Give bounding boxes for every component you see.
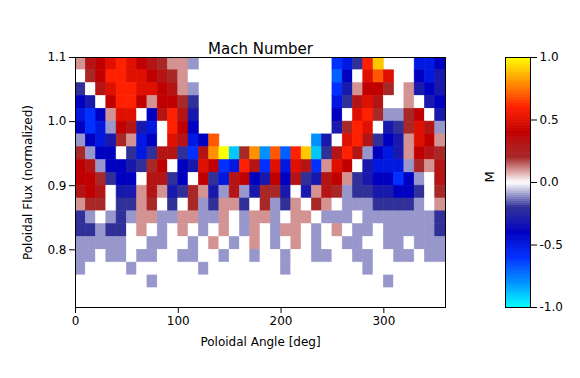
svg-text:-1.0: -1.0 [540,300,563,314]
svg-text:Mach Number: Mach Number [208,40,314,58]
svg-text:-0.5: -0.5 [540,238,563,252]
svg-text:100: 100 [167,314,190,328]
svg-text:1.0: 1.0 [540,50,559,64]
svg-text:0.5: 0.5 [540,113,559,127]
svg-text:200: 200 [270,314,293,328]
svg-text:300: 300 [372,314,395,328]
svg-text:M: M [482,171,497,182]
svg-text:0.0: 0.0 [540,175,559,189]
svg-text:Poloidal Flux (normalized): Poloidal Flux (normalized) [21,105,35,260]
svg-text:1.0: 1.0 [47,114,66,128]
svg-text:Poloidal Angle [deg]: Poloidal Angle [deg] [200,335,320,349]
svg-text:0: 0 [72,314,80,328]
svg-text:1.1: 1.1 [47,50,66,64]
svg-text:0.8: 0.8 [47,243,66,257]
svg-text:0.9: 0.9 [47,179,66,193]
